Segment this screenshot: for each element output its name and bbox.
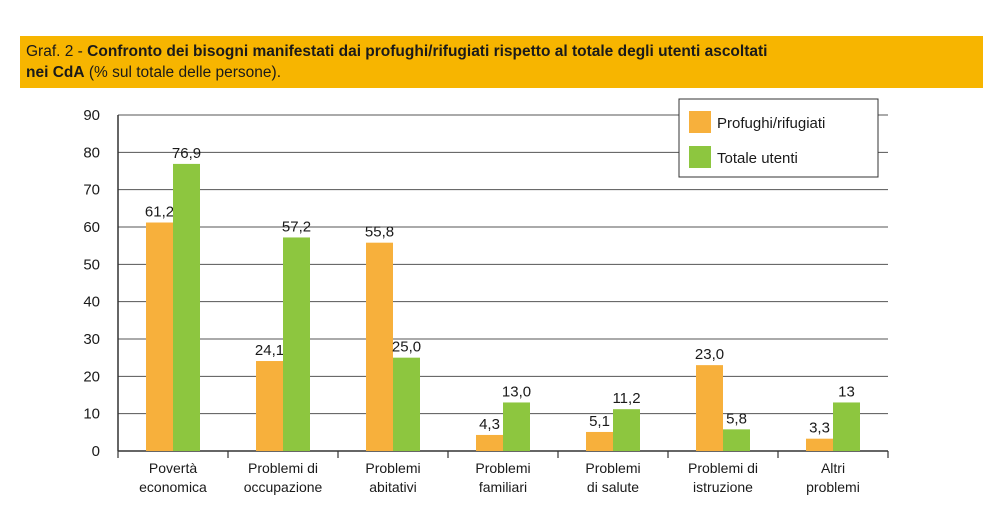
chart-title-line-1: Graf. 2 - Confronto dei bisogni manifest… — [26, 41, 977, 62]
y-tick-label: 90 — [83, 107, 100, 124]
category-label: Problemi — [475, 460, 530, 476]
value-label: 61,2 — [145, 204, 174, 221]
y-tick-label: 0 — [92, 443, 100, 460]
chart-title-line-2: nei CdA (% sul totale delle persone). — [26, 62, 977, 83]
bar-totale — [503, 402, 530, 451]
bar-totale — [283, 237, 310, 451]
title-subtitle: (% sul totale delle persone). — [84, 64, 281, 81]
bar-profughi — [146, 222, 173, 451]
bar-profughi — [586, 431, 613, 451]
category-label: Problemi di — [688, 460, 758, 476]
bar-totale — [393, 357, 420, 451]
category-label: Povertà — [149, 460, 197, 476]
category-label: Problemi — [585, 460, 640, 476]
legend-swatch — [689, 111, 711, 133]
y-tick-label: 10 — [83, 406, 100, 423]
y-tick-label: 80 — [83, 144, 100, 161]
bar-profughi — [366, 242, 393, 451]
title-main-cont: nei CdA — [26, 64, 85, 81]
value-label: 3,3 — [809, 420, 830, 437]
title-prefix: Graf. 2 - — [26, 43, 88, 60]
legend-label: Profughi/rifugiati — [717, 115, 825, 132]
y-tick-label: 60 — [83, 219, 100, 236]
category-label: Problemi di — [248, 460, 318, 476]
category-label: abitativi — [369, 479, 416, 495]
category-label: familiari — [479, 479, 527, 495]
legend-label: Totale utenti — [717, 150, 798, 167]
chart-title-bar: Graf. 2 - Confronto dei bisogni manifest… — [20, 36, 983, 88]
value-label: 4,3 — [479, 416, 500, 433]
value-label: 76,9 — [172, 145, 201, 162]
category-label: problemi — [806, 479, 860, 495]
y-tick-label: 70 — [83, 182, 100, 199]
value-label: 5,8 — [726, 410, 747, 427]
value-label: 25,0 — [392, 339, 421, 356]
bar-totale — [833, 402, 860, 451]
bar-totale — [613, 409, 640, 451]
y-tick-label: 40 — [83, 294, 100, 311]
bar-totale — [173, 163, 200, 451]
y-tick-label: 30 — [83, 331, 100, 348]
category-label: di salute — [587, 479, 639, 495]
value-label: 55,8 — [365, 224, 394, 241]
title-main: Confronto dei bisogni manifestati dai pr… — [87, 43, 768, 60]
bar-profughi — [256, 361, 283, 451]
value-label: 13,0 — [502, 383, 531, 400]
legend-swatch — [689, 146, 711, 168]
category-label: Altri — [821, 460, 845, 476]
value-label: 11,2 — [612, 390, 640, 407]
value-label: 24,1 — [255, 342, 284, 359]
value-label: 13 — [838, 383, 855, 400]
value-label: 23,0 — [695, 346, 724, 363]
y-tick-label: 50 — [83, 256, 100, 273]
bar-profughi — [696, 365, 723, 451]
value-label: 5,1 — [589, 413, 610, 430]
category-label: occupazione — [244, 479, 323, 495]
bar-profughi — [806, 438, 833, 451]
bar-profughi — [476, 434, 503, 451]
category-label: Problemi — [365, 460, 420, 476]
legend-box — [678, 98, 879, 178]
y-tick-label: 20 — [83, 368, 100, 385]
value-label: 57,2 — [282, 218, 311, 235]
category-label: economica — [139, 479, 207, 495]
bar-totale — [723, 429, 750, 451]
category-label: istruzione — [693, 479, 753, 495]
